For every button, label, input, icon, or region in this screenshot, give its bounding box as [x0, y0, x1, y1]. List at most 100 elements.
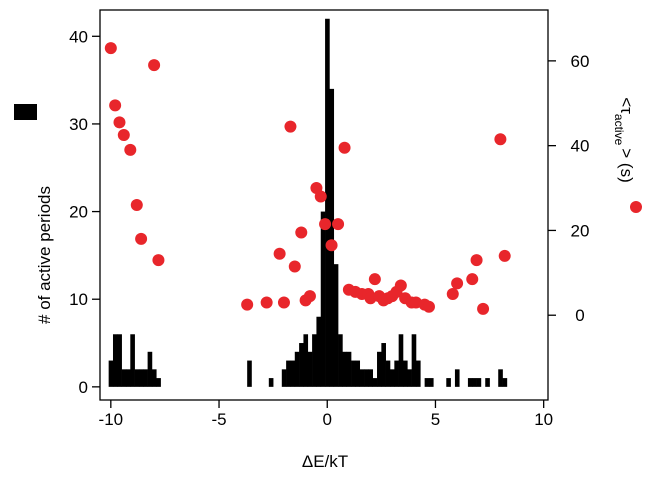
x-axis-label: ΔE/kT — [302, 452, 348, 471]
x-tick-label: 5 — [431, 410, 440, 429]
histogram-bar — [329, 88, 335, 387]
scatter-point — [260, 296, 273, 309]
scatter-point — [332, 218, 345, 231]
histogram-bar — [472, 378, 477, 387]
histogram-bar — [286, 360, 291, 387]
histogram-bar — [320, 211, 326, 387]
axes: -10 -5 0 5 10 0 10 20 30 40 0 20 40 60 — [69, 27, 589, 429]
histogram-bar — [342, 351, 348, 387]
y-left-tick-label: 0 — [79, 378, 88, 397]
histogram-bar — [351, 360, 356, 387]
scatter-point — [451, 277, 464, 290]
scatter-point — [104, 42, 117, 55]
histogram-bar — [125, 369, 131, 387]
histogram-bar — [299, 343, 304, 387]
scatter-point — [498, 249, 511, 262]
histogram-bar — [485, 378, 490, 387]
x-tick-label: 10 — [534, 410, 553, 429]
histogram-bar — [134, 369, 140, 387]
histogram-bar — [281, 369, 287, 387]
histogram-bar — [156, 378, 161, 387]
histogram-bar — [143, 369, 148, 387]
scatter-point — [124, 143, 137, 156]
histogram-bar — [446, 378, 451, 387]
scatter-point — [470, 254, 483, 267]
histogram-bar — [467, 378, 473, 387]
histogram-bar — [355, 360, 361, 387]
histogram-bar — [381, 343, 386, 387]
histogram-bar — [411, 334, 417, 387]
histogram-bar — [325, 18, 330, 387]
scatter-point — [466, 273, 479, 286]
histogram-bar — [138, 369, 144, 387]
y-right-legend-marker — [630, 201, 642, 213]
y-right-axis-label: <τactive > (s) — [612, 97, 636, 183]
histogram-bar — [338, 334, 343, 387]
scatter-points — [104, 42, 511, 315]
y-right-label-main: <τ — [617, 97, 636, 114]
histogram-bars — [108, 18, 508, 387]
x-tick-label: -10 — [99, 410, 124, 429]
histogram-bar — [130, 334, 135, 387]
y-left-tick-label: 40 — [69, 27, 88, 46]
scatter-point — [446, 288, 459, 301]
histogram-bar — [333, 264, 339, 387]
histogram-bar — [151, 369, 157, 387]
scatter-point — [273, 247, 286, 260]
scatter-point — [368, 273, 381, 286]
histogram-bar — [117, 334, 122, 387]
scatter-point — [288, 260, 301, 273]
scatter-point — [303, 290, 316, 303]
y-right-tick-label: 60 — [571, 52, 590, 71]
scatter-point — [109, 99, 122, 112]
histogram-bar — [290, 360, 296, 387]
y-left-tick-label: 20 — [69, 203, 88, 222]
histogram-bar — [424, 378, 430, 387]
y-left-legend-swatch — [14, 104, 37, 120]
histogram-bar — [359, 369, 365, 387]
histogram-bar — [364, 369, 369, 387]
histogram-bar — [454, 369, 460, 387]
y-right-tick-label: 20 — [571, 221, 590, 240]
scatter-point — [152, 254, 165, 267]
histogram-bar — [294, 351, 300, 387]
histogram-bar — [407, 369, 412, 387]
histogram-bar — [247, 360, 252, 387]
scatter-point — [113, 116, 126, 129]
scatter-point — [277, 296, 290, 309]
plot-frame — [99, 9, 549, 401]
histogram-bar — [390, 369, 395, 387]
scatter-point — [422, 300, 435, 313]
histogram-bar — [303, 334, 309, 387]
histogram-bar — [385, 360, 391, 387]
scatter-point — [148, 59, 161, 72]
scatter-point — [130, 199, 143, 211]
histogram-bar — [428, 378, 434, 387]
histogram-bar — [108, 360, 114, 387]
svg-text:<τactive> (s): <τactive > (s) — [612, 97, 636, 183]
histogram-bar — [398, 334, 404, 387]
y-left-tick-label: 30 — [69, 115, 88, 134]
y-right-label-tail: > (s) — [617, 148, 636, 182]
y-right-tick-label: 0 — [575, 306, 584, 325]
scatter-point — [117, 129, 130, 142]
scatter-point — [477, 302, 490, 315]
histogram-bar — [368, 369, 373, 387]
scatter-point — [284, 120, 297, 133]
x-tick-label: 0 — [323, 410, 332, 429]
scatter-point — [319, 218, 332, 231]
histogram-bar — [372, 378, 378, 387]
y-right-tick-label: 40 — [571, 137, 590, 156]
histogram-bar — [498, 369, 503, 387]
scatter-point — [394, 279, 407, 292]
histogram-bar — [377, 351, 382, 387]
y-left-axis-label: # of active periods — [35, 186, 54, 324]
histogram-bar — [394, 360, 399, 387]
y-right-label-sub: active — [612, 114, 626, 146]
scatter-point — [135, 232, 148, 245]
histogram-bar — [307, 351, 313, 387]
y-left-tick-label: 10 — [69, 290, 88, 309]
histogram-bar — [112, 334, 118, 387]
histogram-bar — [415, 360, 421, 387]
